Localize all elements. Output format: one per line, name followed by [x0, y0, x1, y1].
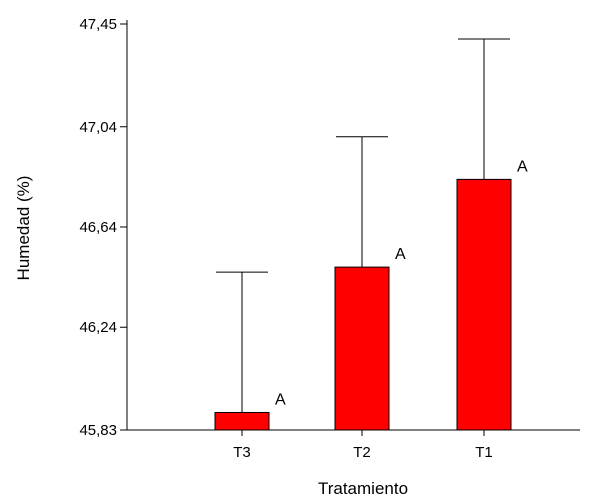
bars-group — [214, 178, 512, 431]
error-bars-group — [216, 38, 510, 413]
x-tick-label: T3 — [233, 444, 251, 461]
significance-letter: A — [517, 158, 528, 175]
bar-t1 — [456, 178, 512, 431]
significance-letters-group: A A A — [275, 158, 528, 408]
y-axis-title: Humedad (%) — [14, 176, 33, 281]
significance-letter: A — [275, 391, 286, 408]
x-tick-label: T1 — [475, 444, 493, 461]
y-tick-label: 45,83 — [79, 422, 117, 439]
y-tick-label: 46,24 — [79, 319, 117, 336]
y-tick-label: 47,45 — [79, 16, 117, 33]
axes: 45,83 46,24 46,64 47,04 47,45 T3 T2 T1 — [79, 16, 580, 461]
y-tick-label: 46,64 — [79, 219, 117, 236]
x-axis-title: Tratamiento — [318, 479, 408, 498]
significance-letter: A — [395, 246, 406, 263]
bar-t2 — [334, 266, 390, 431]
x-tick-label: T2 — [353, 444, 371, 461]
y-tick-label: 47,04 — [79, 119, 117, 136]
bar-t3 — [214, 411, 270, 431]
